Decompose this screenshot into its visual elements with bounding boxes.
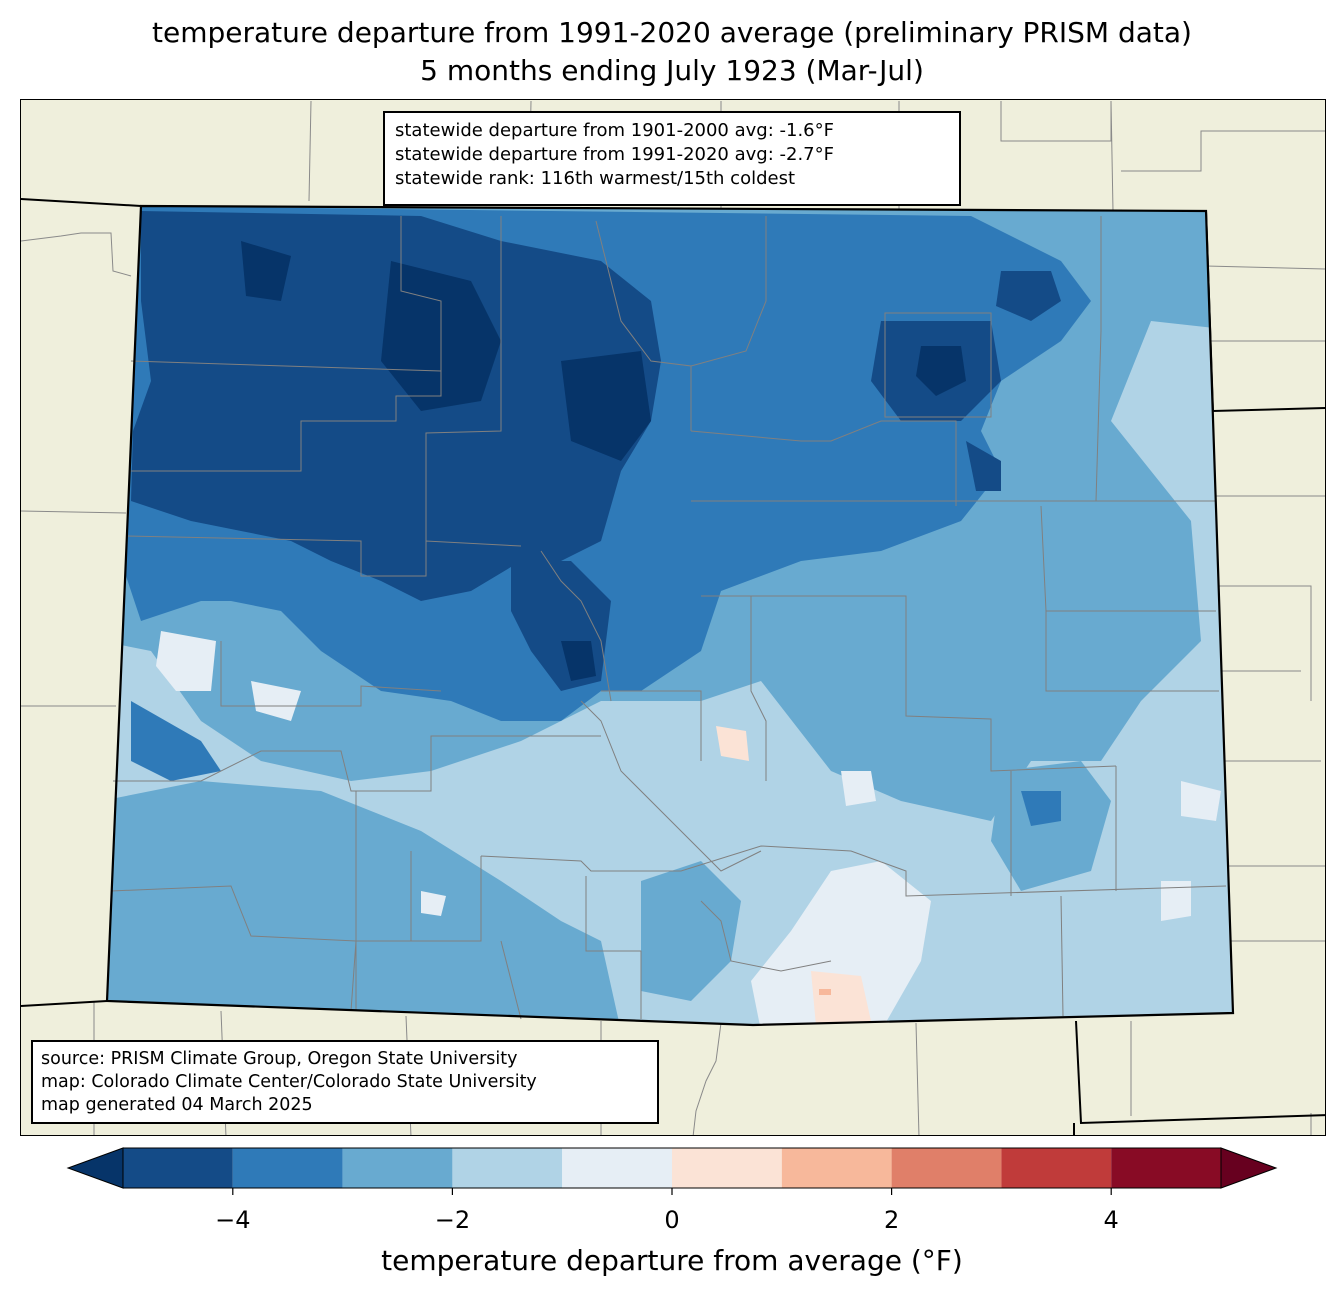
source-credits-box: source: PRISM Climate Group, Oregon Stat… (31, 1040, 659, 1124)
neighbor-county-lines (21, 100, 1325, 1135)
colorbar-tick-label: −4 (215, 1206, 250, 1234)
colorbar-tick-label: −2 (435, 1206, 470, 1234)
colorbar-bin-0 (123, 1148, 233, 1188)
colorbar-tick-label: 2 (884, 1206, 899, 1234)
temperature-field (107, 206, 1233, 1025)
colorbar: −4 −2 0 2 4 (66, 1147, 1278, 1234)
colorbar-bin-1 (232, 1148, 343, 1188)
stats-line-1900-avg: statewide departure from 1901-2000 avg: … (395, 120, 834, 141)
stats-line-1991-avg: statewide departure from 1991-2020 avg: … (395, 144, 834, 165)
colorbar-bin-4 (562, 1148, 672, 1188)
colorado-border (105, 204, 1235, 1027)
map-title: temperature departure from 1991-2020 ave… (152, 16, 1192, 49)
colorbar-under-arrow (66, 1147, 124, 1189)
colorado-county-lines (110, 216, 1227, 1020)
colorbar-bin-3 (452, 1148, 563, 1188)
colorbar-bin-9 (1111, 1148, 1221, 1188)
colorado-map (21, 100, 1325, 1135)
map-subtitle: 5 months ending July 1923 (Mar-Jul) (420, 54, 924, 87)
map-credit-line: map: Colorado Climate Center/Colorado St… (41, 1072, 537, 1092)
colorbar-label: temperature departure from average (°F) (381, 1244, 963, 1277)
colorbar-tick-label: 4 (1104, 1206, 1119, 1234)
statewide-stats-box: statewide departure from 1901-2000 avg: … (383, 111, 961, 206)
stats-line-rank: statewide rank: 116th warmest/15th colde… (395, 168, 796, 189)
colorbar-bin-5 (672, 1148, 782, 1188)
colorbar-bin-7 (891, 1148, 1002, 1188)
generated-date-line: map generated 04 March 2025 (41, 1095, 313, 1115)
colorbar-bin-8 (1001, 1148, 1112, 1188)
colorbar-bin-6 (781, 1148, 892, 1188)
source-line: source: PRISM Climate Group, Oregon Stat… (41, 1049, 518, 1069)
colorbar-over-arrow (1220, 1147, 1278, 1189)
colorbar-tick-label: 0 (664, 1206, 679, 1234)
colorbar-bin-2 (342, 1148, 453, 1188)
map-frame (20, 99, 1326, 1136)
